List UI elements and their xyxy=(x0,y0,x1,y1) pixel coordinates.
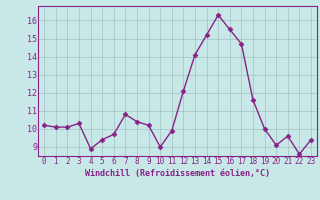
X-axis label: Windchill (Refroidissement éolien,°C): Windchill (Refroidissement éolien,°C) xyxy=(85,169,270,178)
